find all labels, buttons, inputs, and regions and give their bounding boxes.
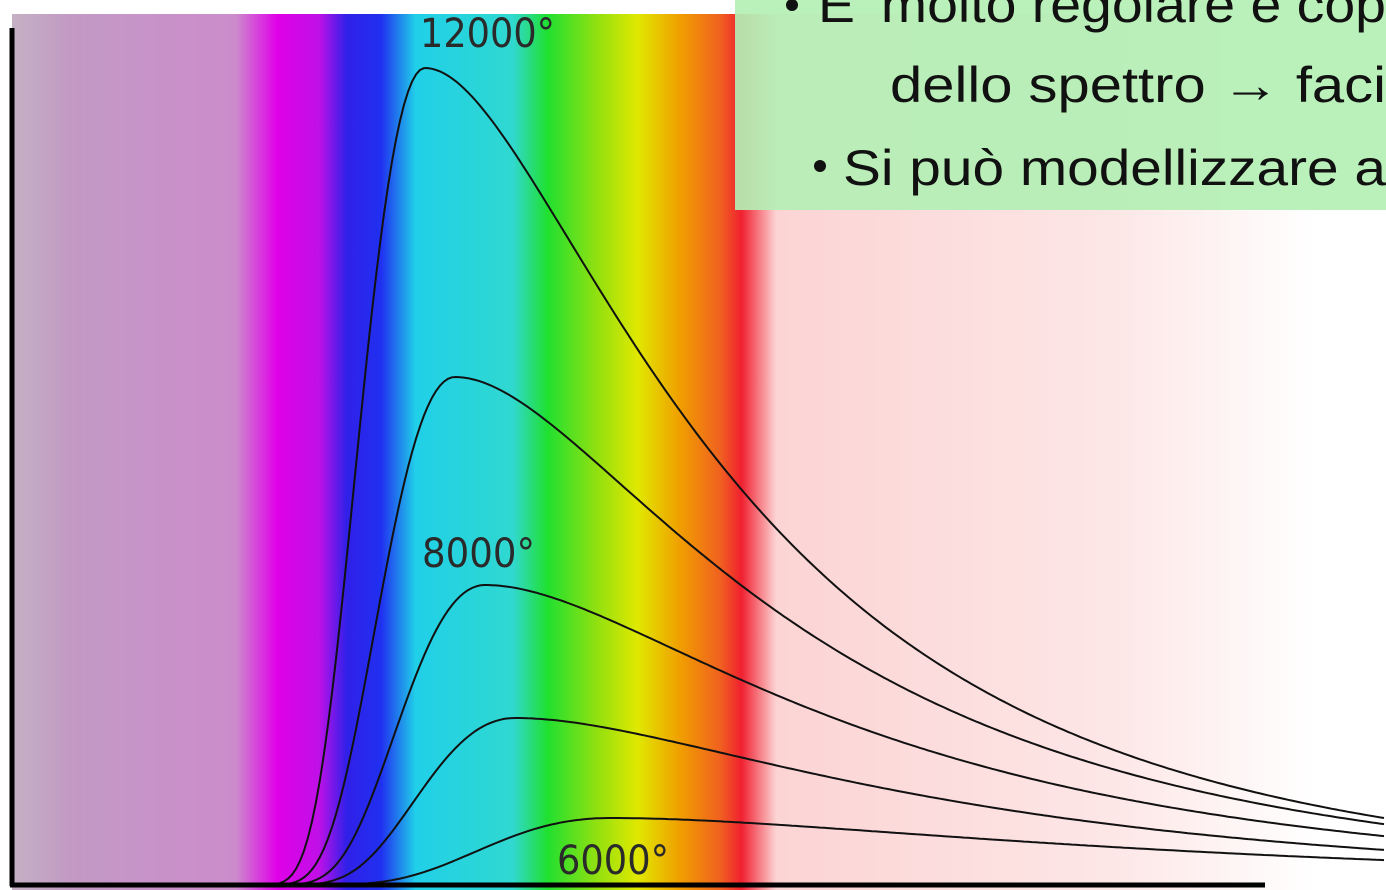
bullet xyxy=(814,160,826,172)
bullet-text: dello spettro → faci xyxy=(890,57,1386,113)
curve-label: 8000° xyxy=(422,531,535,577)
slide: 12000° 8000° 6000° E' molto regolare e c… xyxy=(0,0,1386,890)
bullet-text: Si può modellizzare a xyxy=(843,140,1386,196)
curve-label: 6000° xyxy=(557,838,669,884)
curve-label: 12000° xyxy=(420,11,555,57)
bullet-text: E' molto regolare e cop xyxy=(818,0,1386,33)
